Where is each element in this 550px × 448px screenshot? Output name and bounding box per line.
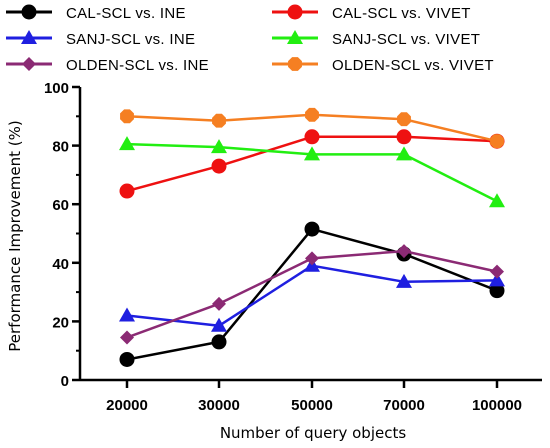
- data-point: [120, 330, 134, 345]
- series: [119, 221, 505, 367]
- legend-item: CAL-SCL vs. INE: [6, 4, 186, 22]
- legend-item: OLDEN-SCL vs. INE: [6, 57, 209, 74]
- data-point: [119, 136, 135, 151]
- y-tick-label: 0: [61, 373, 69, 390]
- data-point: [489, 272, 505, 287]
- x-tick-label: 30000: [198, 397, 240, 414]
- legend-item: CAL-SCL vs. VIVET: [272, 4, 471, 22]
- legend-item: OLDEN-SCL vs. VIVET: [272, 57, 494, 74]
- data-point: [304, 129, 320, 145]
- data-point: [490, 264, 504, 279]
- data-point: [119, 183, 135, 199]
- data-point: [212, 113, 226, 128]
- x-tick-label: 50000: [291, 397, 333, 414]
- data-point: [304, 146, 320, 161]
- series: [119, 136, 505, 208]
- legend-marker: [288, 57, 302, 71]
- data-point: [211, 334, 227, 350]
- series-layer: [119, 107, 505, 367]
- y-tick-label: 40: [52, 256, 69, 273]
- data-point: [396, 146, 412, 161]
- data-point: [211, 139, 227, 154]
- legend-label: OLDEN-SCL vs. VIVET: [332, 57, 494, 74]
- series: [119, 257, 505, 332]
- x-tick-label: 70000: [383, 397, 425, 414]
- series-line: [126, 227, 498, 361]
- series: [120, 244, 504, 345]
- legend-label: CAL-SCL vs. VIVET: [332, 5, 471, 22]
- series: [119, 129, 505, 199]
- legend-item: SANJ-SCL vs. VIVET: [272, 30, 480, 48]
- legend-marker: [21, 30, 37, 44]
- data-point: [212, 296, 226, 311]
- data-point: [490, 134, 504, 149]
- y-tick-label: 60: [52, 197, 69, 214]
- data-point: [119, 307, 135, 322]
- x-axis-title: Number of query objects: [220, 424, 407, 442]
- legend-marker: [21, 4, 37, 20]
- y-tick-label: 80: [52, 139, 69, 156]
- data-point: [396, 273, 412, 288]
- data-point: [211, 158, 227, 174]
- data-point: [397, 112, 411, 127]
- series: [120, 107, 504, 149]
- data-point: [304, 221, 320, 237]
- data-point: [489, 283, 505, 299]
- data-point: [305, 107, 319, 122]
- legend-label: SANJ-SCL vs. INE: [66, 31, 195, 48]
- y-tick-label: 100: [44, 80, 69, 97]
- data-point: [396, 129, 412, 145]
- x-tick-label: 20000: [106, 397, 148, 414]
- legend-item: SANJ-SCL vs. INE: [6, 30, 195, 48]
- x-tick-label: 100000: [472, 397, 522, 414]
- legend-label: SANJ-SCL vs. VIVET: [332, 31, 480, 48]
- legend-marker: [22, 57, 36, 71]
- legend: CAL-SCL vs. INE SANJ-SCL vs. INE OLDEN-SCL…: [6, 4, 494, 74]
- data-point: [305, 251, 319, 266]
- data-point: [489, 193, 505, 208]
- legend-marker: [287, 4, 303, 20]
- y-tick-label: 20: [52, 314, 69, 331]
- y-axis-title: Performance Improvement (%): [6, 120, 24, 351]
- legend-label: CAL-SCL vs. INE: [66, 5, 186, 22]
- axes: 0 20 40 60 80 100 20000 30000 50000 70000 100000: [44, 80, 542, 414]
- data-point: [119, 351, 135, 367]
- data-point: [211, 317, 227, 332]
- legend-marker: [287, 30, 303, 44]
- data-point: [397, 244, 411, 259]
- data-point: [120, 109, 134, 124]
- legend-label: OLDEN-SCL vs. INE: [66, 57, 209, 74]
